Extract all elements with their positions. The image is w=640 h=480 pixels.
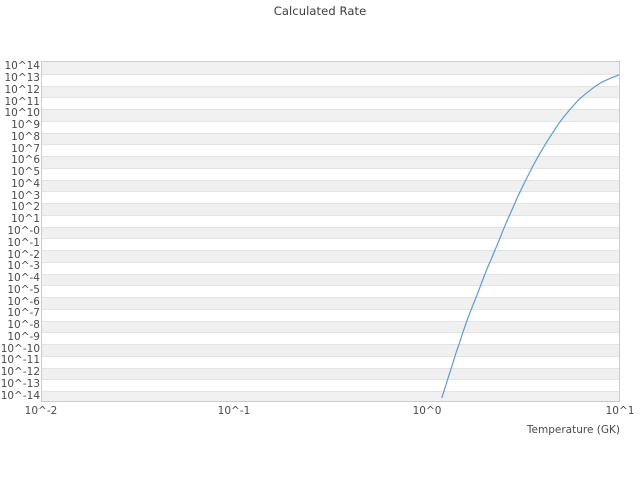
- grid-band: [42, 250, 619, 262]
- grid-band: [42, 379, 619, 392]
- y-tick-label: 10^4: [11, 177, 40, 190]
- y-tick-label: 10^1: [11, 213, 40, 226]
- grid-line: [42, 191, 619, 192]
- y-tick-label: 10^-12: [0, 366, 40, 379]
- y-tick-label: 10^-11: [0, 354, 40, 367]
- grid-line: [42, 238, 619, 239]
- chart-title: Calculated Rate: [273, 4, 367, 18]
- grid-band: [42, 120, 619, 133]
- grid-line: [42, 332, 619, 333]
- x-axis-label: Temperature (GK): [526, 424, 620, 436]
- y-tick-label: 10^5: [11, 166, 40, 179]
- y-tick-label: 10^-9: [7, 330, 40, 343]
- y-tick-label: 10^13: [4, 72, 40, 85]
- grid-line: [42, 250, 619, 251]
- y-tick-label: 10^-8: [7, 319, 40, 332]
- grid-line: [42, 297, 619, 298]
- y-tick-label: 10^-14: [0, 389, 40, 402]
- y-tick-label: 10^-10: [0, 342, 40, 355]
- grid-band: [42, 320, 619, 333]
- y-tick-label: 10^-4: [7, 272, 40, 285]
- grid-band: [42, 285, 619, 298]
- y-tick-label: 10^-0: [7, 225, 40, 237]
- grid-band: [42, 132, 619, 145]
- grid-line: [42, 168, 619, 169]
- grid-band: [42, 97, 619, 110]
- x-tick-label: 10^-1: [217, 405, 251, 417]
- grid-line: [42, 227, 619, 228]
- grid-line: [42, 97, 619, 98]
- y-axis-tick-labels: 10^14 10^13 10^12 10^11 10^10 10^9 10^8 10^7 10^…: [0, 61, 40, 402]
- y-tick-label: 10^12: [4, 83, 40, 96]
- grid-band: [42, 144, 619, 157]
- grid-band: [42, 273, 619, 286]
- grid-band: [42, 62, 619, 74]
- y-tick-label: 10^-7: [7, 307, 40, 320]
- grid-line: [42, 321, 619, 322]
- plot-area: [41, 61, 620, 402]
- grid-line: [42, 144, 619, 145]
- y-tick-label: 10^7: [11, 142, 40, 155]
- y-tick-label: 10^14: [4, 60, 40, 73]
- horizontal-band-grid: [42, 62, 619, 401]
- y-tick-label: 10^-3: [7, 260, 40, 273]
- grid-band: [42, 391, 619, 401]
- y-tick-label: 10^3: [11, 189, 40, 202]
- grid-band: [42, 308, 619, 321]
- grid-line: [42, 203, 619, 204]
- grid-band: [42, 367, 619, 380]
- y-tick-label: 10^9: [11, 119, 40, 132]
- y-tick-label: 10^6: [11, 154, 40, 167]
- x-tick-label: 10^-2: [24, 405, 58, 417]
- y-tick-label: 10^2: [11, 201, 40, 214]
- y-tick-label: 10^8: [11, 130, 40, 143]
- grid-line: [42, 356, 619, 357]
- y-tick-label: 10^-6: [7, 295, 40, 308]
- grid-line: [42, 86, 619, 87]
- grid-band: [42, 156, 619, 168]
- rate-curve-svg: [441, 74, 619, 399]
- grid-band: [42, 226, 619, 239]
- grid-band: [42, 297, 619, 309]
- grid-band: [42, 179, 619, 192]
- rate-curve-path: [441, 74, 619, 399]
- grid-line: [42, 285, 619, 286]
- x-tick-label: 10^0: [412, 405, 442, 417]
- grid-band: [42, 85, 619, 98]
- grid-line: [42, 215, 619, 216]
- y-tick-label: 10^-13: [0, 377, 40, 390]
- grid-line: [42, 121, 619, 122]
- grid-line: [42, 274, 619, 275]
- y-tick-label: 10^11: [4, 95, 40, 108]
- grid-line: [42, 391, 619, 392]
- grid-band: [42, 214, 619, 227]
- grid-line: [42, 344, 619, 345]
- grid-band: [42, 344, 619, 356]
- x-tick-label: 10^1: [605, 405, 635, 417]
- x-axis-tick-labels: 10^-2 10^-1 10^0 10^1: [0, 405, 640, 421]
- grid-line: [42, 109, 619, 110]
- y-tick-label: 10^-1: [7, 236, 40, 249]
- grid-band: [42, 73, 619, 86]
- grid-band: [42, 191, 619, 204]
- grid-line: [42, 262, 619, 263]
- grid-band: [42, 109, 619, 121]
- y-tick-label: 10^10: [4, 107, 40, 120]
- grid-band: [42, 261, 619, 274]
- y-tick-label: 10^-5: [7, 283, 40, 296]
- grid-band: [42, 332, 619, 345]
- grid-band: [42, 355, 619, 368]
- grid-line: [42, 74, 619, 75]
- y-tick-label: 10^-2: [7, 248, 40, 261]
- grid-band: [42, 203, 619, 215]
- grid-line: [42, 180, 619, 181]
- grid-line: [42, 379, 619, 380]
- grid-line: [42, 368, 619, 369]
- grid-line: [42, 309, 619, 310]
- grid-line: [42, 133, 619, 134]
- grid-band: [42, 238, 619, 251]
- grid-line: [42, 156, 619, 157]
- grid-band: [42, 167, 619, 180]
